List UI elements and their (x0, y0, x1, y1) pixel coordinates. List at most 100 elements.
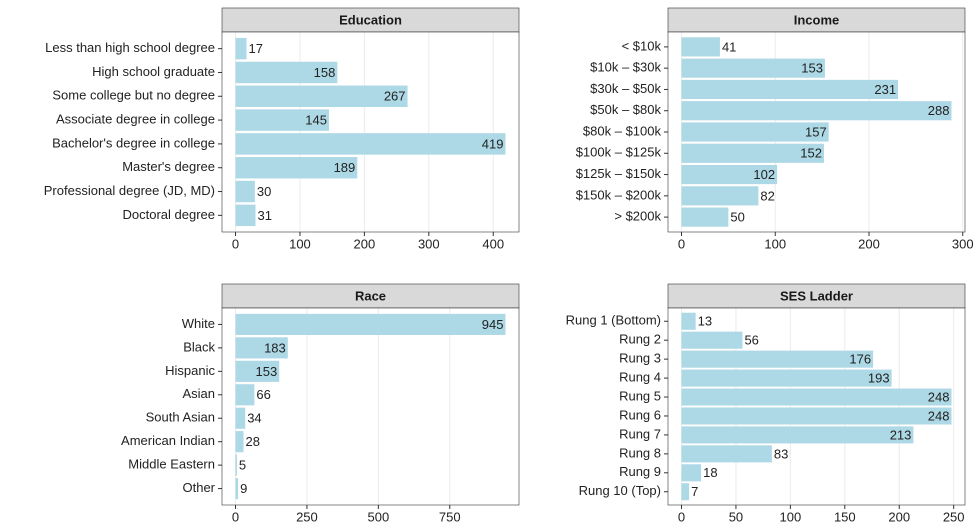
bar (235, 61, 338, 84)
value-label: 248 (928, 408, 950, 423)
value-label: 56 (744, 333, 758, 348)
bar (681, 464, 702, 482)
bar (681, 369, 892, 387)
y-tick-label: Asian (182, 386, 215, 401)
y-tick-label: Bachelor's degree in college (52, 135, 215, 150)
y-tick-label: South Asian (146, 410, 215, 425)
x-tick-label: 250 (296, 509, 318, 524)
y-tick-label: Associate degree in college (56, 112, 215, 127)
bar (235, 37, 247, 60)
value-label: 157 (805, 124, 827, 139)
y-tick-label: < $10k (622, 38, 662, 53)
y-tick-label: $150k – $200k (576, 187, 662, 202)
value-label: 176 (849, 352, 871, 367)
x-tick-label: 750 (439, 509, 461, 524)
value-label: 213 (890, 427, 912, 442)
bar (681, 143, 824, 163)
y-tick-label: Rung 6 (619, 407, 661, 422)
y-tick-label: Middle Eastern (128, 457, 215, 472)
y-tick-label: $30k – $50k (590, 81, 661, 96)
x-tick-label: 100 (764, 236, 786, 251)
bar (235, 85, 408, 107)
value-label: 28 (246, 434, 260, 449)
y-tick-label: American Indian (121, 433, 215, 448)
bar (235, 407, 246, 429)
y-tick-label: Rung 7 (619, 426, 661, 441)
value-label: 193 (868, 371, 890, 386)
x-tick-label: 300 (952, 236, 974, 251)
x-tick-label: 50 (729, 509, 743, 524)
x-tick-label: 0 (232, 236, 239, 251)
panel-border (667, 307, 966, 506)
value-label: 83 (774, 446, 788, 461)
value-label: 82 (760, 188, 774, 203)
bar (235, 431, 244, 453)
value-label: 31 (258, 208, 272, 223)
y-tick-label: $10k – $30k (590, 60, 661, 75)
x-tick-label: 100 (780, 509, 802, 524)
panel-border (221, 31, 520, 233)
value-label: 17 (248, 41, 262, 56)
bar (681, 426, 914, 444)
bar (681, 407, 952, 425)
y-tick-label: Rung 8 (619, 445, 661, 460)
bar (681, 79, 899, 100)
value-label: 18 (703, 465, 717, 480)
x-tick-label: 0 (678, 236, 685, 251)
y-tick-label: Other (182, 480, 215, 495)
y-tick-label: Rung 1 (Bottom) (566, 313, 661, 328)
value-label: 145 (305, 113, 327, 128)
strip-background (667, 283, 966, 309)
value-label: 9 (240, 481, 247, 496)
bar (235, 157, 358, 179)
bar (681, 445, 772, 463)
value-label: 189 (334, 160, 356, 175)
panel-border (667, 31, 966, 233)
x-tick-label: 150 (834, 509, 856, 524)
bar (681, 122, 829, 142)
y-tick-label: Some college but no degree (52, 88, 215, 103)
y-tick-label: $100k – $125k (576, 145, 662, 160)
bar (681, 331, 743, 349)
value-label: 34 (247, 411, 261, 426)
value-label: 13 (698, 314, 712, 329)
bar (235, 109, 329, 131)
x-tick-label: 200 (888, 509, 910, 524)
y-tick-label: Rung 3 (619, 351, 661, 366)
y-tick-label: Rung 9 (619, 464, 661, 479)
value-label: 288 (928, 103, 950, 118)
bar (681, 58, 825, 78)
y-tick-label: > $200k (614, 209, 661, 224)
value-label: 152 (800, 146, 822, 161)
value-label: 419 (482, 136, 504, 151)
value-label: 30 (257, 184, 271, 199)
bar (235, 384, 255, 406)
y-tick-label: Doctoral degree (123, 207, 216, 222)
strip-background (221, 7, 520, 33)
bar (681, 207, 729, 227)
y-tick-label: $125k – $150k (576, 166, 662, 181)
value-label: 5 (239, 458, 246, 473)
bar (681, 186, 759, 206)
x-tick-label: 0 (232, 509, 239, 524)
x-tick-label: 200 (354, 236, 376, 251)
y-tick-label: High school graduate (92, 64, 215, 79)
y-tick-label: White (182, 316, 215, 331)
x-tick-label: 100 (289, 236, 311, 251)
x-tick-label: 250 (943, 509, 965, 524)
x-tick-label: 0 (678, 509, 685, 524)
y-tick-label: Master's degree (122, 159, 215, 174)
bar (681, 483, 690, 501)
y-tick-label: Rung 10 (Top) (579, 483, 661, 498)
bar (235, 204, 256, 227)
value-label: 153 (256, 364, 278, 379)
value-label: 66 (256, 387, 270, 402)
value-label: 158 (314, 65, 336, 80)
bar (235, 313, 506, 335)
value-label: 267 (384, 89, 406, 104)
panel-title: Race (355, 288, 386, 303)
y-tick-label: Black (183, 339, 215, 354)
bar (681, 37, 720, 57)
value-label: 183 (264, 340, 286, 355)
